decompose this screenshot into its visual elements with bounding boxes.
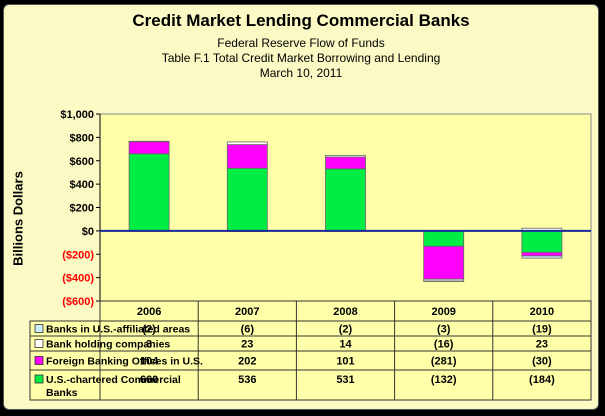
chart-frame: Credit Market Lending Commercial Banks F…: [3, 4, 599, 410]
data-label: 104: [140, 356, 159, 368]
bar-segment: [423, 230, 465, 247]
data-label: (3): [437, 324, 451, 336]
data-label: (30): [532, 356, 552, 368]
x-category-label: 2009: [431, 306, 455, 318]
data-label: (2): [142, 324, 156, 336]
bar-segment: [325, 156, 366, 170]
bar-segment: [521, 255, 563, 259]
bar-segment: [423, 280, 465, 282]
chart-svg: $1,000 $800 $600 $400 $200 $0 ($200) ($400) ($60…: [29, 109, 592, 401]
data-label: 3: [146, 339, 152, 351]
data-label: (6): [241, 324, 255, 336]
y-tick-label: $800: [70, 132, 94, 144]
bar-segment: [226, 141, 268, 146]
chart-subtitle-3: March 10, 2011: [259, 66, 343, 80]
data-label: (184): [529, 374, 555, 386]
data-label: (132): [431, 374, 457, 386]
y-tick-label: $1,000: [60, 109, 94, 121]
legend-label: Bank holding companies: [46, 339, 170, 351]
bar-segment: [128, 153, 170, 232]
legend-swatch: [34, 339, 44, 348]
y-tick-label: $600: [70, 156, 94, 168]
chart-title: Credit Market Lending Commercial Banks: [132, 11, 470, 30]
bar-segment: [521, 251, 563, 257]
data-label: (19): [532, 324, 552, 336]
data-label: 536: [238, 374, 256, 386]
x-category-label: 2007: [235, 306, 259, 318]
x-category-label: 2008: [333, 306, 357, 318]
data-label: (16): [434, 339, 454, 351]
bar-segment: [128, 140, 170, 143]
data-table: [29, 320, 592, 401]
y-tick-label: ($200): [62, 249, 94, 261]
data-label: (281): [431, 356, 457, 368]
legend-swatch: [34, 324, 44, 333]
bar-segment: [226, 167, 268, 232]
chart-subtitle-1: Federal Reserve Flow of Funds: [217, 36, 385, 50]
data-label: 23: [536, 339, 548, 351]
y-tick-label: ($600): [62, 296, 94, 308]
data-label: 101: [336, 356, 354, 368]
legend-label: Foreign Banking Offices in U.S.: [46, 356, 203, 368]
bar-segment: [226, 144, 268, 169]
data-label: 14: [339, 339, 352, 351]
y-tick-label: ($400): [62, 273, 94, 285]
bar-segment: [325, 168, 366, 232]
data-label: 23: [241, 339, 253, 351]
data-label: (2): [339, 324, 353, 336]
bar-segment: [521, 230, 563, 253]
legend-label: U.S.-chartered Commercial Banks: [46, 374, 181, 399]
y-tick-label: $200: [70, 203, 94, 215]
bar-segment: [423, 245, 465, 280]
data-label: 660: [140, 374, 158, 386]
x-category-label: 2010: [530, 306, 554, 318]
legend-swatch: [34, 356, 44, 365]
bar-segment: [325, 154, 366, 158]
data-label: 202: [238, 356, 256, 368]
legend-label: Banks in U.S.-affiliated areas: [46, 324, 190, 336]
y-tick-label: $0: [82, 226, 94, 238]
chart-subtitle-2: Table F.1 Total Credit Market Borrowing …: [161, 51, 441, 65]
x-category-label: 2006: [137, 306, 161, 318]
data-label: 531: [336, 374, 354, 386]
y-tick-label: $400: [70, 179, 94, 191]
bar-segment: [128, 141, 170, 155]
legend-swatch: [34, 374, 44, 384]
